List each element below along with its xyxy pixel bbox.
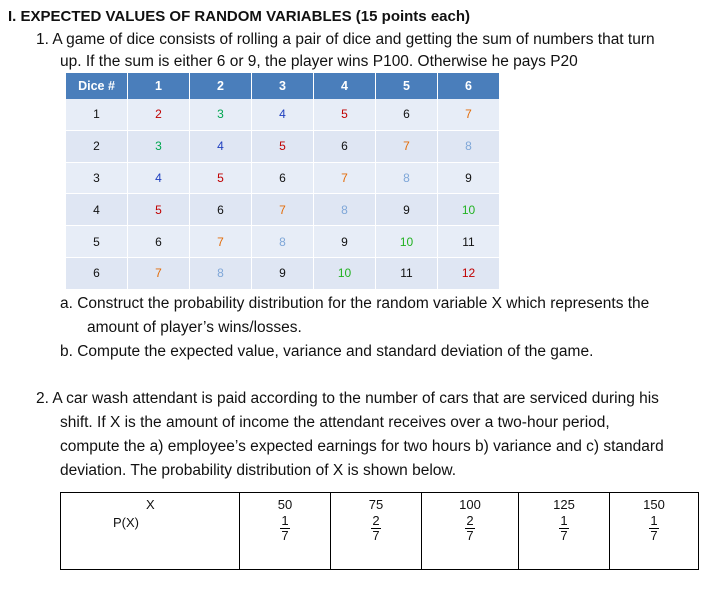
fraction-denominator: 7 [650,528,658,543]
fraction-denominator: 7 [281,528,289,543]
dice-sum-cell: 9 [437,162,500,195]
fraction-numerator: 2 [371,513,381,529]
dice-sum-cell: 10 [313,257,376,290]
dice-row-label: 1 [66,99,128,131]
probability-distribution-table: X P(X) 50 1 7 75 2 7 100 2 7 125 [60,492,699,570]
dice-sum-cell: 3 [189,99,252,131]
dice-sum-cell: 8 [189,257,252,290]
probability-fraction: 2 7 [371,513,381,543]
problem2-line3: compute the a) employee’s expected earni… [60,438,664,455]
dice-sum-cell: 8 [251,225,314,258]
problem2-line2: shift. If X is the amount of income the … [60,414,610,431]
dice-table-corner: Dice # [66,73,128,99]
dice-col-header: 4 [313,73,376,99]
fraction-numerator: 1 [559,513,569,529]
part-a-line1: a. Construct the probability distributio… [60,295,650,312]
fraction-denominator: 7 [560,528,568,543]
dice-table-header-row: Dice # 1 2 3 4 5 6 [66,73,500,99]
part-b-line: b. Compute the expected value, variance … [60,343,594,360]
dice-col-header: 5 [375,73,438,99]
heading: I. EXPECTED VALUES OF RANDOM VARIABLES (… [8,8,470,25]
dice-sum-cell: 7 [189,225,252,258]
dice-sum-cell: 7 [251,193,314,227]
dice-sum-cell: 7 [127,257,190,290]
dice-row-label: 4 [66,193,128,227]
x-value: 50 [277,497,293,512]
dice-sum-cell: 9 [313,225,376,258]
dice-sum-cell: 3 [127,130,190,163]
probability-fraction: 1 7 [649,513,659,543]
dice-table-row: 6 7 8 9 10 11 12 [66,257,500,290]
dice-col-header: 6 [437,73,500,99]
dice-sum-cell: 11 [375,257,438,290]
probability-fraction: 1 7 [280,513,290,543]
fraction-numerator: 1 [280,513,290,529]
x-value-cell: 125 1 7 [518,492,610,570]
dice-sum-cell: 5 [127,193,190,227]
problem1-line1: 1. A game of dice consists of rolling a … [36,31,655,48]
dice-sum-cell: 12 [437,257,500,290]
dice-sum-cell: 6 [127,225,190,258]
dice-sum-cell: 2 [127,99,190,131]
x-value: 125 [553,497,575,512]
dice-table-row: 5 6 7 8 9 10 11 [66,225,500,258]
x-value-cell: 75 2 7 [330,492,422,570]
x-value: 75 [368,497,384,512]
dice-sum-cell: 11 [437,225,500,258]
px-label: P(X) [113,515,139,530]
dice-row-label: 5 [66,225,128,258]
x-value-cell: 50 1 7 [239,492,331,570]
fraction-denominator: 7 [466,528,474,543]
x-label: X [146,497,155,512]
prob-table-row: X P(X) 50 1 7 75 2 7 100 2 7 125 [60,492,699,570]
dice-sum-cell: 4 [189,130,252,163]
dice-sum-cell: 9 [375,193,438,227]
dice-sum-cell: 8 [375,162,438,195]
dice-col-header: 2 [189,73,252,99]
fraction-denominator: 7 [372,528,380,543]
dice-sum-cell: 4 [127,162,190,195]
dice-sum-cell: 10 [437,193,500,227]
x-label-cell: X P(X) [60,492,240,570]
problem2-line4: deviation. The probability distribution … [60,462,457,479]
dice-sum-cell: 6 [251,162,314,195]
dice-sum-cell: 5 [251,130,314,163]
dice-sum-cell: 6 [313,130,376,163]
dice-sum-cell: 7 [375,130,438,163]
x-value: 100 [459,497,481,512]
problem1-line2: up. If the sum is either 6 or 9, the pla… [60,53,578,70]
dice-sum-cell: 6 [189,193,252,227]
dice-sum-cell: 7 [437,99,500,131]
dice-sum-cell: 8 [437,130,500,163]
problem2-line1: 2. A car wash attendant is paid accordin… [36,390,659,407]
dice-row-label: 6 [66,257,128,290]
x-value: 150 [643,497,665,512]
dice-sum-cell: 5 [189,162,252,195]
dice-col-header: 1 [127,73,190,99]
dice-sum-cell: 9 [251,257,314,290]
probability-fraction: 1 7 [559,513,569,543]
dice-sum-cell: 7 [313,162,376,195]
dice-row-label: 3 [66,162,128,195]
dice-row-label: 2 [66,130,128,163]
fraction-numerator: 2 [465,513,475,529]
dice-table-row: 4 5 6 7 8 9 10 [66,193,500,227]
dice-sum-cell: 4 [251,99,314,131]
x-value-cell: 150 1 7 [609,492,699,570]
probability-fraction: 2 7 [465,513,475,543]
dice-sum-cell: 5 [313,99,376,131]
fraction-numerator: 1 [649,513,659,529]
dice-sum-cell: 10 [375,225,438,258]
x-value-cell: 100 2 7 [421,492,519,570]
dice-col-header: 3 [251,73,314,99]
dice-sum-cell: 6 [375,99,438,131]
dice-sum-cell: 8 [313,193,376,227]
part-a-line2: amount of player’s wins/losses. [87,319,302,336]
